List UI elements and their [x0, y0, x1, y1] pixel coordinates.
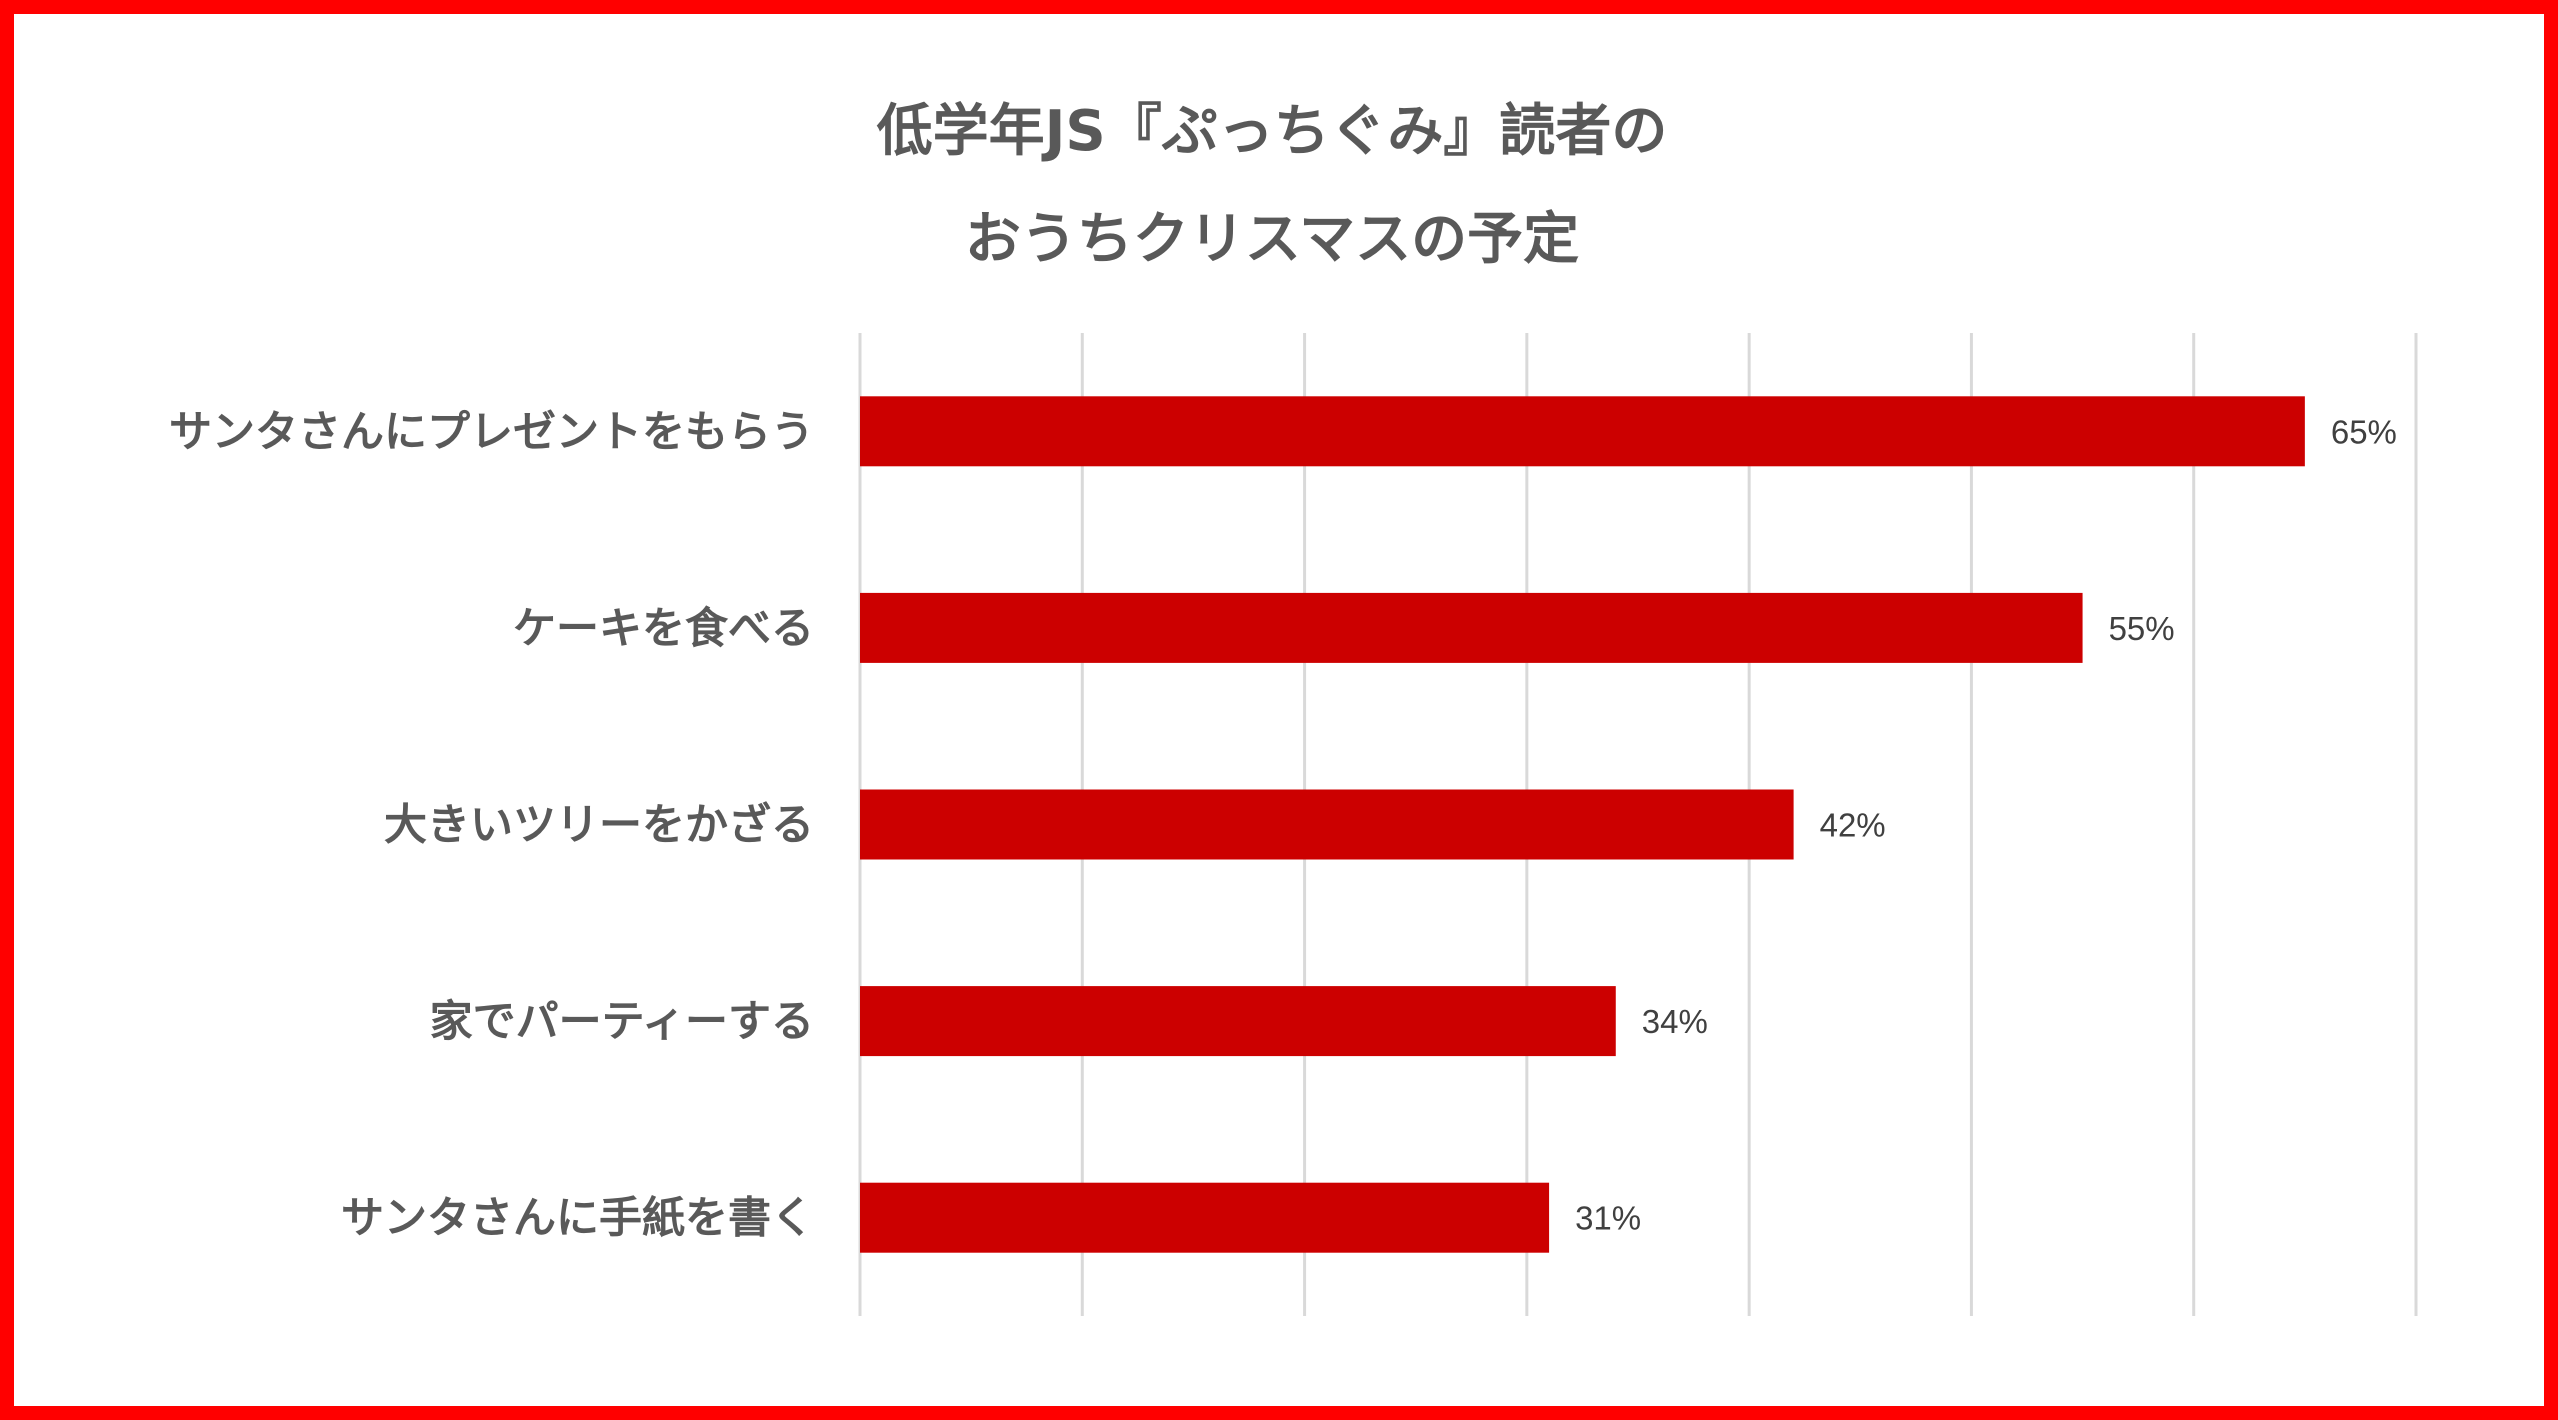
category-label: 大きいツリーをかざる [384, 801, 814, 851]
category-label: サンタさんに手紙を書く [341, 1194, 814, 1244]
bars [860, 396, 2305, 1253]
bar [860, 789, 1794, 860]
category-label: サンタさんにプレゼントをもらう [169, 407, 814, 457]
bar [860, 396, 2305, 467]
chart-title-line-2: おうちクリスマスの予定 [965, 207, 1579, 272]
value-label: 34% [1642, 1003, 1708, 1040]
chart-title-line-1: 低学年JS『ぷっちぐみ』読者の [877, 99, 1668, 164]
value-label: 65% [2331, 413, 2397, 450]
category-label: 家でパーティーする [430, 997, 814, 1047]
category-labels: サンタさんにプレゼントをもらうケーキを食べる大きいツリーをかざる家でパーティーす… [169, 407, 814, 1243]
value-label: 31% [1575, 1200, 1641, 1237]
bar [860, 592, 2083, 663]
bar [860, 1182, 1550, 1253]
value-labels: 65% 55% 42% 34% 31% [1575, 413, 2397, 1236]
value-label: 55% [2109, 610, 2175, 647]
category-label: ケーキを食べる [513, 604, 814, 654]
bar [860, 986, 1616, 1057]
value-label: 42% [1820, 807, 1886, 844]
